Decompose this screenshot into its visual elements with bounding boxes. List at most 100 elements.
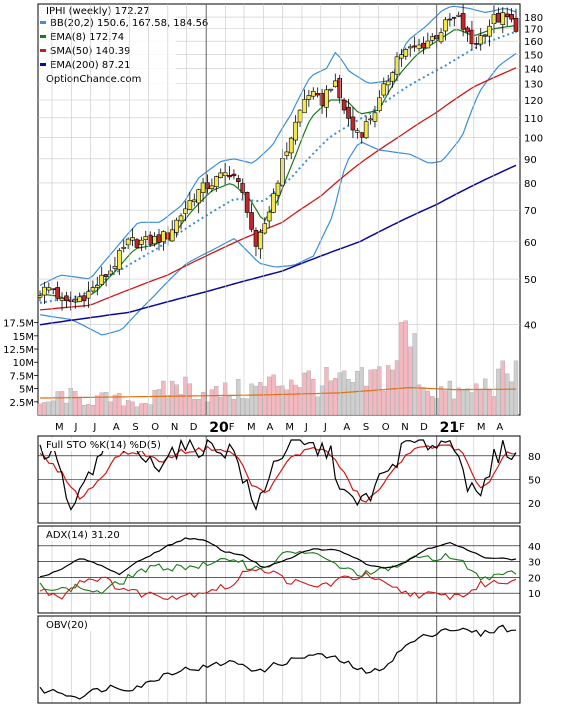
volume-bar [465,388,470,416]
month-label: N [171,422,178,433]
candle-body [218,172,224,178]
candle-body [425,40,431,49]
month-label: D [190,422,198,433]
volume-bar [46,401,51,416]
volume-tick-label: 17.5M [3,319,34,330]
candle-body [125,238,131,246]
volume-bar [258,382,263,416]
legend-swatch-ema200 [40,63,46,66]
candle-body [465,27,470,33]
volume-bar [240,398,245,416]
volume-bar [55,391,60,416]
candle-body [482,34,488,37]
volume-tick-label: 7.5M [9,371,34,382]
candle-body [275,182,281,196]
volume-bar [64,402,69,416]
candle-body [103,274,109,278]
legend-swatch-sma50 [40,49,46,52]
volume-bar [275,385,281,416]
volume-bar [68,388,74,416]
stochastic-panel: 80 50 20 Full STO %K(14) %D(5) [37,435,541,524]
volume-bar [148,404,153,416]
candle-body [416,44,422,49]
volume-bar [187,383,193,416]
volume-bar [196,398,201,416]
volume-bar [337,372,342,416]
volume-bar [425,390,431,416]
candle-body [169,229,175,242]
month-label: A [343,422,350,433]
volume-bar [77,396,82,416]
volume-bar [487,389,492,416]
volume-bar [386,365,391,416]
volume-bar [81,405,87,416]
month-label: M [285,422,294,433]
candle-body [271,193,276,213]
watermark: OptionChance.com [46,74,141,85]
obv-panel: OBV(20) [37,615,521,704]
price-tick-label: 90 [524,155,537,166]
volume-bar [333,378,338,416]
candle-body [487,25,492,37]
obv-line [39,624,517,700]
volume-bar [474,383,479,416]
candle-body [332,80,338,88]
volume-bar [51,400,56,416]
volume-bar [99,392,104,416]
candle-body [72,298,78,301]
candle-body [156,234,162,243]
candle-body [50,288,56,291]
month-label: A [496,422,503,433]
volume-bar [452,398,457,416]
stochastic-legend-bg [42,439,170,451]
volume-bar [297,387,303,416]
candle-body [108,270,113,275]
price-tick-label: 110 [524,114,543,125]
adx-panel: 40 30 20 10 ADX(14) 31.20 [37,525,541,614]
volume-bar [117,392,122,416]
indicator-tick-label: 30 [528,558,541,569]
volume-bar [306,370,312,416]
volume-bar [328,380,334,416]
volume-tick-label: 15M [13,332,34,343]
volume-bar [324,367,329,416]
legend-swatch-ema8 [40,35,46,38]
candle-body [469,29,475,45]
candle-body [315,93,320,96]
volume-bar [161,380,166,416]
month-label: D [420,422,428,433]
volume-bar [416,384,422,416]
candle-body [504,13,510,18]
candle-body [306,95,312,100]
adx-legend-bg [42,529,122,541]
volume-bar [460,390,466,416]
candle-body [213,176,219,188]
volume-bar [218,396,223,416]
candle-body [244,192,250,213]
month-axis: M J J A S O N D 20 F M A M J J A S O N D 21 F M A [51,4,503,703]
volume-bar [156,389,162,416]
volume-bar [381,390,386,416]
volume-bar [363,385,369,416]
volume-bar [408,346,413,416]
volume-bar [421,387,426,416]
minus-di-line [39,567,517,601]
candle-body [355,130,360,133]
candle-body [227,174,232,178]
candle-body [385,80,391,86]
price-panel: 180170160150140130120110100908070605040 … [3,3,543,416]
volume-bar [90,405,96,416]
volume-bar [200,392,206,416]
volume-bar [368,369,373,416]
volume-tick-label: 12.5M [3,345,34,356]
candle-body [350,116,356,131]
volume-tick-label: 2.5M [9,398,34,409]
volume-bar [170,380,175,416]
volume-axis: 17.5M 15M 12.5M 10M 7.5M 5M 2.5M [3,319,38,409]
month-label: S [363,422,369,433]
candle-body [94,285,100,288]
price-tick-label: 100 [524,133,543,144]
year-label: 21 [440,420,459,436]
candle-body [478,35,484,45]
candle-body [262,223,268,234]
